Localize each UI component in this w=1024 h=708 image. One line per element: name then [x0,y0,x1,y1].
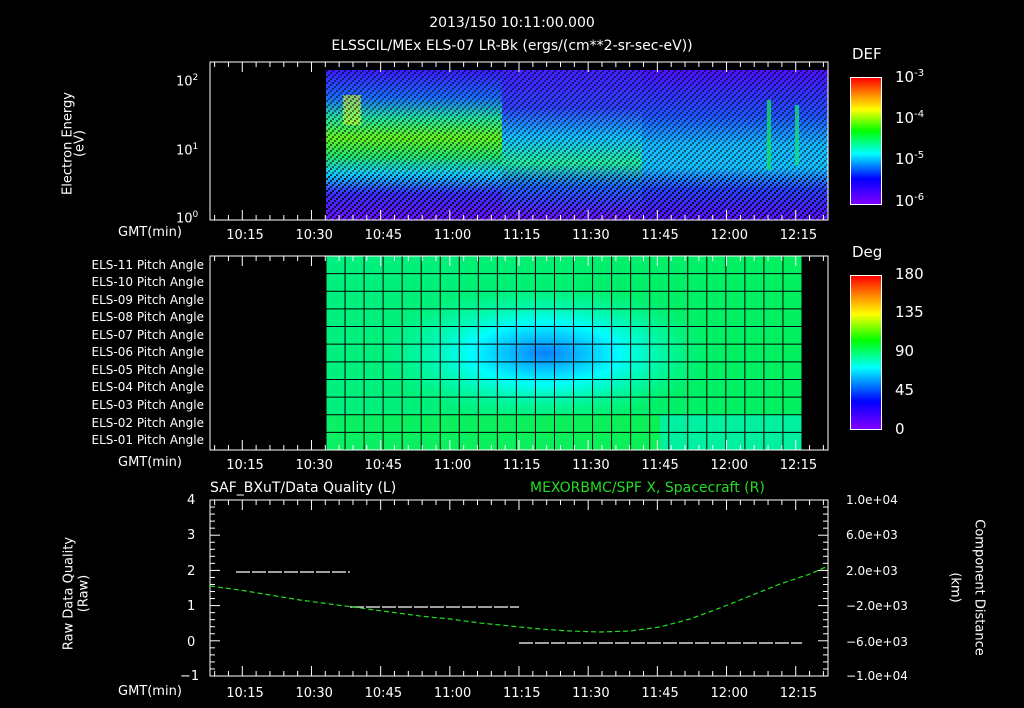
time-tick-label: 10:15 [226,458,264,473]
time-tick-label: 10:30 [295,228,333,243]
time-tick-label: 10:30 [295,458,333,473]
time-tick-label: 12:00 [710,458,748,473]
quality-title: SAF_BXuT/Data Quality (L) [210,480,397,496]
time-tick-label: 12:15 [779,458,818,473]
pitch-row-label: ELS-09 Pitch Angle [91,293,204,307]
data-quality-line [236,571,802,644]
spacecraft-x-line [209,565,829,633]
deg-tick-135: 135 [895,303,924,321]
time-tick-label: 12:15 [779,228,818,243]
deg-tick-180: 180 [895,265,924,283]
pitch-row-label: ELS-04 Pitch Angle [91,380,204,394]
time-tick-label: 10:15 [226,228,264,243]
quality-tick-neg1: −1 [180,669,200,684]
distance-tick: 2.0e+03 [846,564,898,578]
deg-tick-0: 0 [895,420,905,438]
xaxis-label-panel2: GMT(min) [118,455,182,470]
plot-datetime: 2013/150 10:11:00.000 [429,15,595,31]
distance-tick: −1.0e+04 [846,669,908,683]
spacecraft-title: MEXORBMC/SPF X, Spacecraft (R) [530,480,765,496]
time-tick-label: 11:15 [503,458,541,473]
pitch-row-label: ELS-11 Pitch Angle [91,258,204,272]
energy-tick-100: 102 [176,73,199,90]
time-tick-label: 11:45 [641,228,679,243]
pitch-row-label: ELS-03 Pitch Angle [91,398,204,412]
quality-tick-3: 3 [187,528,196,543]
time-tick-label: 11:30 [572,228,610,243]
pitch-angle-grid [325,255,803,451]
deg-colorbar-title: Deg [852,243,883,261]
quality-axis-label: Raw Data Quality [61,536,77,651]
quality-axis-unit: (Raw) [76,574,92,613]
time-tick-label: 10:45 [364,458,403,473]
time-tick-label: 11:00 [433,686,472,701]
quality-tick-2: 2 [187,564,196,579]
time-tick-label: 11:00 [433,228,472,243]
pitch-row-label: ELS-10 Pitch Angle [91,275,204,289]
pitch-row-label: ELS-08 Pitch Angle [91,310,204,324]
def-tick-1e-5: 10-5 [895,150,925,168]
time-tick-label: 11:30 [572,458,610,473]
deg-tick-90: 90 [895,342,915,360]
pitch-row-label: ELS-01 Pitch Angle [91,433,204,447]
energy-axis-unit: (eV) [72,129,88,158]
time-tick-label: 10:45 [364,228,403,243]
xaxis-label-panel1: GMT(min) [118,225,182,240]
time-tick-label: 12:00 [710,686,748,701]
quality-tick-0: 0 [187,635,196,650]
def-colorbar [850,77,882,205]
time-tick-label: 10:45 [364,686,403,701]
time-tick-label: 11:15 [503,228,541,243]
pitch-row-label: ELS-06 Pitch Angle [91,345,204,359]
energy-spectrogram [210,62,828,220]
distance-axis-label: Component Distance [971,519,987,656]
time-tick-label: 11:15 [503,686,541,701]
def-tick-1e-6: 10-6 [895,192,925,210]
quality-tick-1: 1 [187,599,196,614]
distance-axis-unit: (km) [947,572,963,603]
distance-tick: −6.0e+03 [846,635,908,649]
time-tick-label: 11:45 [641,686,679,701]
pitch-row-label: ELS-05 Pitch Angle [91,363,204,377]
time-tick-label: 10:30 [295,686,333,701]
time-tick-label: 12:00 [710,228,748,243]
time-tick-label: 11:30 [572,686,610,701]
energy-tick-10: 101 [176,142,199,159]
quality-tick-4: 4 [187,493,196,508]
distance-tick: 1.0e+04 [846,493,898,507]
time-tick-label: 11:45 [641,458,679,473]
distance-tick: 6.0e+03 [846,528,898,542]
def-tick-1e-3: 10-3 [895,68,925,86]
deg-colorbar [850,275,882,430]
pitch-row-label: ELS-07 Pitch Angle [91,328,204,342]
def-colorbar-title: DEF [852,45,882,63]
def-tick-1e-4: 10-4 [895,109,925,127]
time-tick-label: 11:00 [433,458,472,473]
xaxis-label-panel3: GMT(min) [118,684,182,699]
distance-tick: −2.0e+03 [846,599,908,613]
time-tick-label: 10:15 [226,686,264,701]
plot-subtitle: ELSSCIL/MEx ELS-07 LR-Bk (ergs/(cm**2-sr… [331,38,693,54]
energy-tick-1: 100 [176,210,199,227]
time-tick-label: 12:15 [779,686,818,701]
pitch-row-label: ELS-02 Pitch Angle [91,416,204,430]
deg-tick-45: 45 [895,381,915,399]
